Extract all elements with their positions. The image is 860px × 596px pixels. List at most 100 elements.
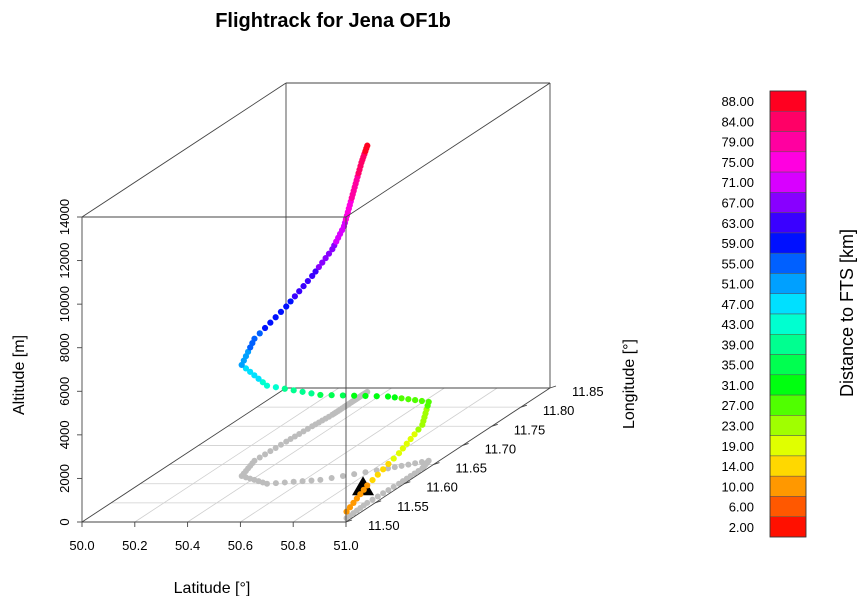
projection-point <box>339 473 346 480</box>
z-tick-label: 0 <box>57 518 72 525</box>
track-point <box>255 375 262 382</box>
projection-point <box>281 479 288 486</box>
box-edge <box>345 82 551 218</box>
colorbar-swatch <box>769 293 807 315</box>
track-point <box>373 393 380 400</box>
track-point <box>281 385 288 392</box>
x-tick-label: 50.2 <box>122 538 147 553</box>
colorbar-swatch <box>769 131 807 153</box>
track-point <box>317 391 324 399</box>
track-point <box>277 308 285 315</box>
colorbar-tick-label: 55.00 <box>721 256 754 271</box>
projection-point <box>272 480 279 487</box>
projection-point <box>405 461 412 468</box>
y-tick-mark <box>520 404 527 408</box>
colorbar-tick-label: 14.00 <box>721 459 754 474</box>
z-tick-label: 6000 <box>57 377 72 406</box>
z-tick-label: 14000 <box>57 199 72 235</box>
chart-title: Flightrack for Jena OF1b <box>215 10 451 32</box>
colorbar-tick-label: 31.00 <box>721 378 754 393</box>
track-point <box>300 283 307 290</box>
projection-point <box>287 436 294 443</box>
y-tick-mark <box>433 462 440 465</box>
track-point <box>391 394 398 401</box>
projection-point <box>418 459 425 466</box>
track-point <box>299 388 306 395</box>
grid-line <box>292 387 498 523</box>
track-point <box>415 426 422 433</box>
colorbar-tick-label: 63.00 <box>721 216 754 231</box>
track-point <box>374 471 381 478</box>
colorbar-swatch <box>769 394 807 416</box>
track-point <box>357 491 364 498</box>
y-tick-label: 11.85 <box>572 384 604 399</box>
track-point <box>325 250 333 257</box>
track-point <box>291 293 298 300</box>
colorbar-swatch <box>769 252 807 274</box>
y-tick-label: 11.50 <box>368 518 400 533</box>
y-tick-mark <box>404 481 411 485</box>
y-tick-mark <box>375 500 382 504</box>
grid-line <box>134 387 340 523</box>
y-tick-label: 11.75 <box>514 422 546 437</box>
grid-lines <box>111 387 521 523</box>
x-axis-label: Latitude [°] <box>174 580 251 596</box>
projection-point <box>296 430 303 437</box>
x-tick-label: 50.8 <box>281 538 306 553</box>
track-point <box>385 460 392 468</box>
box-back-edges <box>81 83 550 523</box>
colorbar-tick-label: 51.00 <box>721 277 754 292</box>
projection-point <box>364 499 371 506</box>
track-point <box>247 368 254 375</box>
colorbar-swatch <box>769 496 807 517</box>
track-point <box>272 384 279 391</box>
projection-point <box>328 474 335 481</box>
flight-track-points <box>238 142 432 515</box>
projection-point <box>351 471 358 478</box>
projection-point <box>391 464 398 471</box>
colorbar-swatch <box>769 334 807 355</box>
projection-point <box>262 451 269 458</box>
track-point <box>425 398 432 406</box>
track-point <box>380 466 387 473</box>
projection-point <box>412 460 419 467</box>
colorbar-swatch <box>769 273 807 294</box>
track-point <box>251 372 258 379</box>
box-edge <box>345 387 551 523</box>
z-tick-label: 2000 <box>57 464 72 493</box>
projection-point <box>385 487 392 494</box>
colorbar-swatch <box>769 192 807 213</box>
z-tick-label: 10000 <box>57 286 72 322</box>
colorbar-tick-label: 27.00 <box>721 398 754 413</box>
colorbar-swatch <box>769 171 807 193</box>
projection-point <box>390 483 397 490</box>
track-point <box>412 397 419 404</box>
track-point <box>308 390 315 397</box>
z-tick-label: 12000 <box>57 242 72 278</box>
track-point <box>328 392 335 399</box>
projection-point <box>369 496 376 503</box>
projection-point <box>362 469 369 476</box>
fts-triangle-icon <box>352 476 375 496</box>
y-tick-mark <box>462 443 469 446</box>
track-point <box>287 298 294 305</box>
x-tick-label: 50.0 <box>69 538 94 553</box>
projection-point <box>283 438 290 445</box>
projection-point <box>291 433 298 440</box>
colorbar-tick-label: 84.00 <box>721 114 754 129</box>
x-tick-label: 50.4 <box>175 538 200 553</box>
y-tick-label: 11.80 <box>543 403 575 418</box>
track-point <box>398 395 405 402</box>
y-axis-label: Longitude [°] <box>621 339 638 429</box>
track-point <box>403 440 410 447</box>
colorbar-tick-label: 35.00 <box>721 358 754 373</box>
colorbar-swatch <box>769 455 807 477</box>
projection-point <box>290 478 297 485</box>
z-axis-label: Altitude [m] <box>11 335 28 415</box>
track-point <box>251 335 258 342</box>
track-point <box>267 319 274 326</box>
projection-point <box>251 457 258 464</box>
colorbar-tick-label: 67.00 <box>721 196 754 211</box>
track-point <box>263 382 271 389</box>
track-point <box>350 499 357 506</box>
